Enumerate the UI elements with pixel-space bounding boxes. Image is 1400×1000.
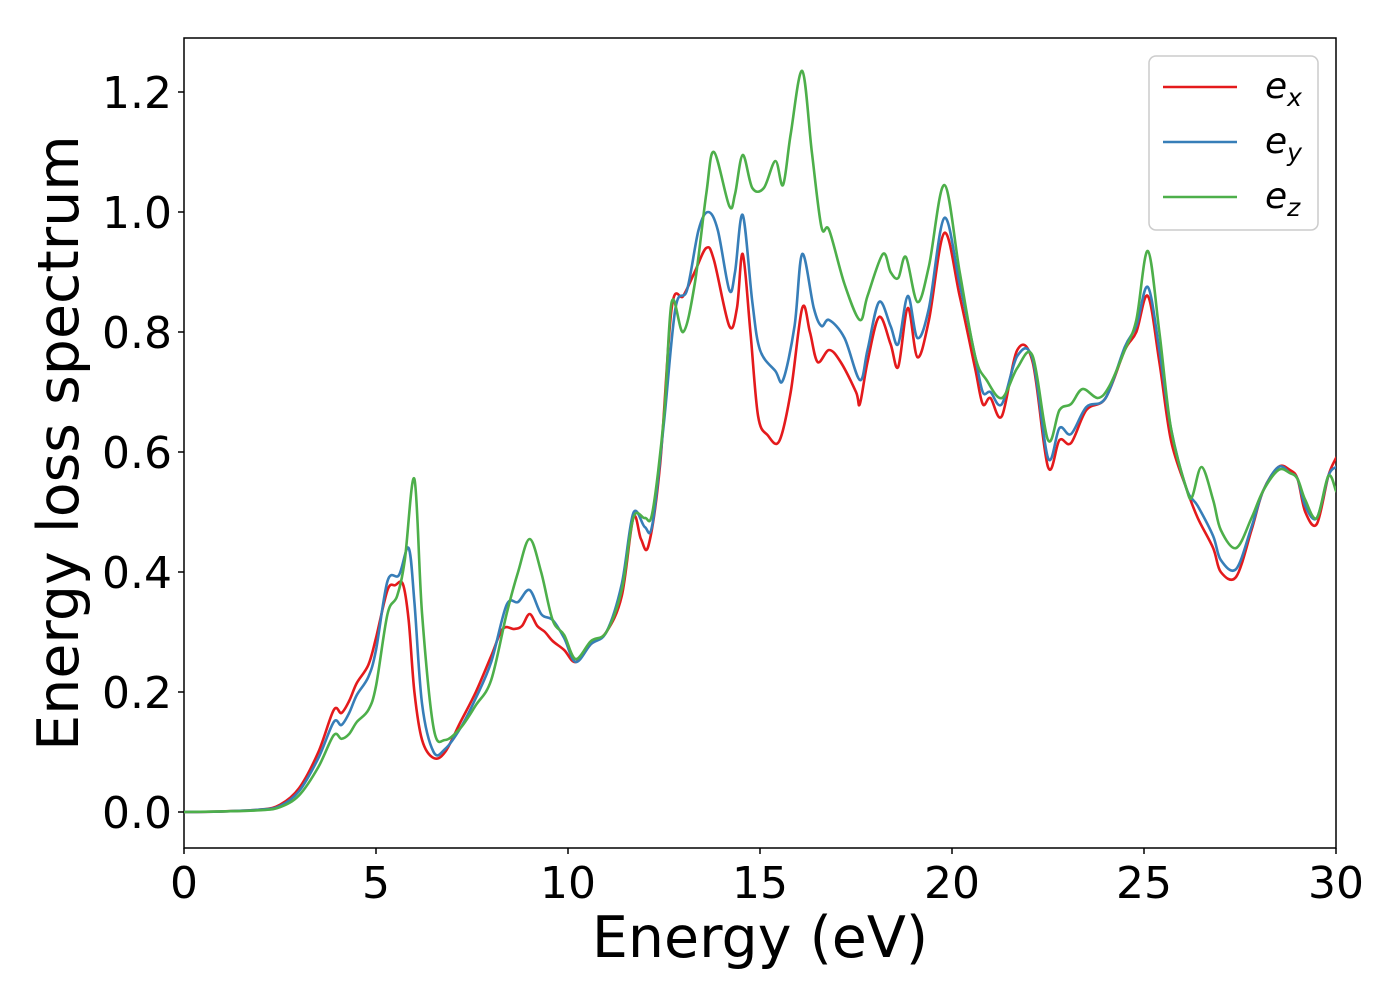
y-tick-label: 0.8 xyxy=(102,308,172,359)
x-tick-label: 30 xyxy=(1308,858,1364,909)
x-tick-label: 10 xyxy=(540,858,596,909)
x-tick-label: 15 xyxy=(732,858,788,909)
x-axis-label: Energy (eV) xyxy=(592,905,928,971)
legend-label-z: ez xyxy=(1265,176,1301,222)
x-tick-label: 20 xyxy=(924,858,980,909)
x-axis: 0 5 10 15 20 25 30 xyxy=(170,848,1364,909)
y-tick-label: 1.0 xyxy=(102,188,172,239)
series-lines xyxy=(184,69,1336,814)
series-line-z xyxy=(184,69,1336,814)
y-tick-label: 0.6 xyxy=(102,428,172,479)
y-tick-label: 0.4 xyxy=(102,548,172,599)
x-tick-label: 0 xyxy=(170,858,198,909)
legend-label-y: ey xyxy=(1265,121,1303,167)
y-tick-label: 1.2 xyxy=(102,68,172,119)
y-axis-label: Energy loss spectrum xyxy=(26,135,92,751)
y-axis: 0.0 0.2 0.4 0.6 0.8 1.0 1.2 xyxy=(102,68,184,839)
y-tick-label: 0.2 xyxy=(102,668,172,719)
y-tick-label: 0.0 xyxy=(102,788,172,839)
series-line-y xyxy=(184,210,1336,814)
x-tick-label: 25 xyxy=(1116,858,1172,909)
x-tick-label: 5 xyxy=(362,858,390,909)
legend: ex ey ez xyxy=(1148,55,1319,231)
series-line-x xyxy=(184,231,1336,814)
legend-label-x: ex xyxy=(1265,66,1302,112)
